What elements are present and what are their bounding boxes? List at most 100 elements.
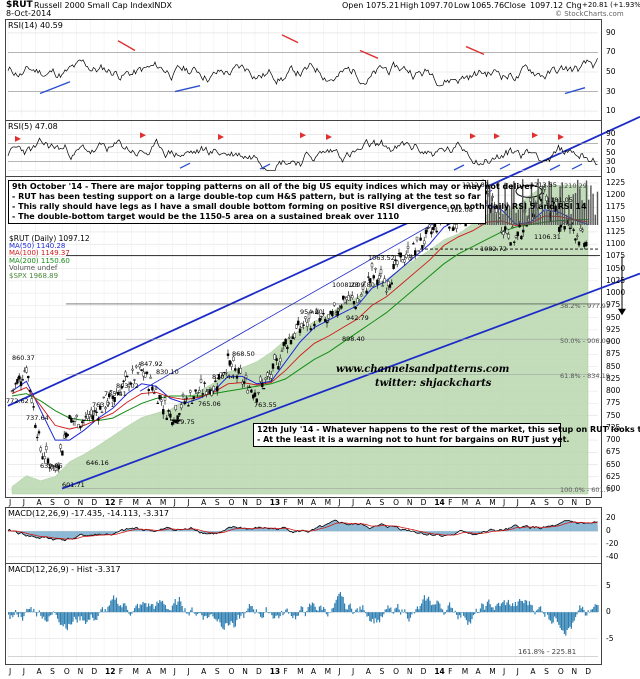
rsi5-down-marker: [326, 134, 332, 141]
candle-body: [196, 392, 199, 394]
hist-bar: [351, 608, 353, 613]
hist-bar: [387, 605, 389, 613]
hist-bar: [412, 611, 414, 613]
hist-bar: [401, 609, 403, 613]
hist-bar: [292, 612, 294, 619]
hist-bar: [169, 610, 171, 613]
candle-body: [455, 224, 458, 229]
hist-bar: [551, 612, 553, 624]
x-axis-label-top: S: [214, 498, 220, 507]
hist-bar: [316, 609, 318, 613]
price-tick-label: 1050: [606, 263, 626, 273]
hist-bar: [111, 599, 113, 613]
x-axis-label-bottom: S: [379, 667, 385, 676]
price-tick-label: 700: [606, 435, 621, 445]
candle-body: [405, 253, 408, 259]
volume-bar: [577, 179, 579, 225]
hist-bar: [414, 612, 416, 614]
hist-bar: [233, 612, 235, 628]
hist-bar: [180, 601, 182, 613]
candle-body: [210, 390, 214, 396]
x-axis-label-bottom: J: [502, 667, 506, 676]
candle-body: [406, 245, 410, 249]
hist-bar: [482, 604, 484, 613]
candle-body: [43, 456, 46, 460]
hist-bar: [479, 608, 481, 613]
x-axis-label-bottom: A: [365, 667, 371, 676]
candle-body: [419, 237, 422, 241]
hist-bar: [34, 612, 36, 613]
note-oct-line-2: - RUT has been testing support on a larg…: [12, 192, 481, 201]
candle-body: [37, 431, 41, 434]
hist-bar: [48, 612, 50, 617]
hist-bar: [577, 610, 579, 613]
candle-body: [170, 422, 174, 426]
volume-bar: [563, 201, 566, 225]
hist-bar: [337, 596, 339, 613]
candle-body: [318, 318, 321, 322]
volume-bar: [568, 194, 570, 225]
hist-bar: [439, 603, 441, 613]
candle-body: [70, 418, 73, 423]
candle-body: [169, 413, 172, 418]
hist-bar: [254, 612, 256, 614]
candle-body: [298, 328, 302, 333]
price-label: 1181.05: [546, 196, 573, 205]
hist-bar: [358, 611, 360, 613]
hist-bar: [279, 612, 281, 617]
hist-bar: [250, 606, 252, 613]
x-axis-label-bottom: J: [338, 667, 341, 676]
hist-bar: [66, 612, 68, 631]
hist-bar: [128, 612, 130, 614]
hist-bar: [335, 599, 337, 613]
x-axis-label-top: A: [310, 498, 316, 507]
candle-body: [342, 295, 345, 300]
legend-ma100: MA(100) 1149.37: [9, 249, 70, 257]
x-axis-label-top: N: [571, 498, 578, 507]
price-label: 860.37: [12, 353, 35, 362]
hist-bar: [493, 610, 495, 613]
rsi14-label: RSI(14) 40.59: [8, 21, 63, 30]
hist-bar: [29, 608, 31, 613]
hist-bar: [92, 612, 94, 618]
x-axis-label-bottom: F: [118, 667, 124, 676]
rsi5-down-marker: [15, 135, 21, 142]
index-name: Russell 2000 Small Cap Index: [34, 1, 153, 10]
hist-bar: [584, 612, 586, 616]
hist-bar: [472, 612, 474, 616]
candle-body: [124, 371, 127, 377]
hist-bar: [542, 612, 544, 614]
x-axis-label-top: J: [516, 498, 519, 507]
x-axis-label-bottom: S: [544, 667, 549, 676]
hist-bar: [554, 612, 556, 617]
candle-body: [559, 224, 563, 228]
hist-bar: [72, 612, 74, 622]
hist-bar: [272, 612, 274, 619]
hist-bar: [219, 612, 221, 623]
volume-bar: [561, 182, 563, 225]
hist-bar: [157, 603, 159, 613]
hist-bar: [188, 612, 190, 616]
hist-bar: [429, 600, 431, 613]
hist-bar: [576, 612, 578, 615]
candle-body: [34, 424, 37, 428]
legend-volume: Volume undef: [9, 264, 58, 272]
hist-bar: [164, 605, 166, 613]
rsi14-down-arrow: [281, 34, 299, 44]
hist-bar: [87, 612, 89, 620]
candle-body: [432, 226, 435, 230]
hist-bar: [50, 612, 52, 616]
candle-body: [360, 294, 363, 297]
hist-bar: [454, 610, 456, 613]
candle-body: [253, 392, 257, 397]
macd-signal-line: [7, 521, 598, 540]
rsi5-label: RSI(5) 47.08: [8, 122, 58, 131]
candle-body: [205, 391, 208, 395]
candle-body: [246, 390, 250, 394]
hist-bar: [360, 609, 362, 613]
hist-bar: [132, 611, 134, 613]
hist-bar: [555, 612, 557, 619]
candle-body: [410, 256, 413, 258]
hist-bar: [391, 612, 393, 614]
